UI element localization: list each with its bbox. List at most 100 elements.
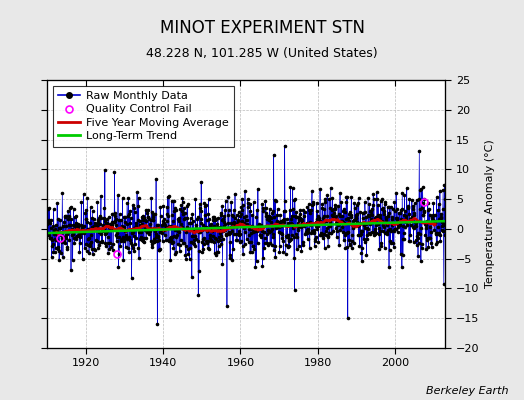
Point <box>434 224 442 231</box>
Point <box>264 213 272 219</box>
Point <box>81 210 90 217</box>
Point <box>64 229 73 235</box>
Point <box>356 209 365 215</box>
Point <box>277 223 285 229</box>
Point <box>413 235 422 242</box>
Point <box>79 191 88 197</box>
Point <box>144 214 152 220</box>
Point <box>156 204 165 210</box>
Point <box>198 239 206 246</box>
Point <box>294 243 303 249</box>
Point <box>47 235 55 241</box>
Point <box>314 212 322 219</box>
Point <box>435 232 444 239</box>
Point <box>214 249 223 256</box>
Point <box>204 196 213 203</box>
Point <box>217 212 225 218</box>
Point <box>328 212 336 218</box>
Point <box>397 207 405 214</box>
Point <box>345 211 353 218</box>
Point <box>114 225 122 232</box>
Point <box>402 185 411 191</box>
Point <box>347 213 355 220</box>
Point <box>113 234 122 240</box>
Point <box>355 243 364 249</box>
Point <box>258 227 266 234</box>
Point <box>331 202 340 208</box>
Point <box>308 202 316 208</box>
Point <box>170 232 179 239</box>
Point <box>308 228 316 234</box>
Point <box>285 238 293 244</box>
Point <box>205 234 214 241</box>
Point <box>167 233 175 240</box>
Point <box>319 215 328 222</box>
Point <box>391 226 400 232</box>
Point <box>301 209 309 215</box>
Point <box>388 222 396 228</box>
Point <box>260 244 268 251</box>
Point <box>165 193 173 199</box>
Point <box>417 258 425 264</box>
Point <box>332 216 341 222</box>
Point <box>344 229 353 236</box>
Point <box>346 212 355 218</box>
Point <box>291 231 300 238</box>
Point <box>387 228 396 234</box>
Point <box>293 234 301 240</box>
Point <box>394 229 402 235</box>
Point <box>298 216 306 223</box>
Point <box>220 223 228 230</box>
Point <box>427 240 435 246</box>
Point <box>395 221 403 228</box>
Point <box>313 208 321 214</box>
Point <box>138 213 147 219</box>
Point <box>347 238 356 244</box>
Point <box>184 246 192 252</box>
Point <box>85 226 94 232</box>
Point <box>266 214 275 221</box>
Point <box>212 216 220 222</box>
Point <box>415 196 423 202</box>
Point <box>185 226 194 233</box>
Point <box>227 228 236 234</box>
Point <box>118 226 126 232</box>
Point <box>189 218 198 224</box>
Point <box>48 236 56 243</box>
Point <box>88 246 96 252</box>
Point <box>184 226 193 232</box>
Point <box>234 217 242 223</box>
Point <box>321 231 330 238</box>
Point <box>208 225 216 232</box>
Point <box>203 240 211 246</box>
Point <box>354 223 362 229</box>
Point <box>72 213 81 220</box>
Point <box>143 210 151 216</box>
Point <box>68 232 76 238</box>
Point <box>227 199 235 206</box>
Point <box>421 221 429 228</box>
Point <box>86 204 95 210</box>
Point <box>205 216 213 223</box>
Point <box>67 215 75 222</box>
Point <box>379 205 387 211</box>
Point <box>299 223 308 230</box>
Point <box>157 228 165 234</box>
Point <box>431 219 439 226</box>
Point <box>386 238 395 244</box>
Point <box>298 220 306 226</box>
Point <box>401 224 409 230</box>
Point <box>168 198 176 204</box>
Point <box>236 231 244 237</box>
Point <box>146 221 154 228</box>
Point <box>286 207 294 214</box>
Point <box>136 235 145 242</box>
Point <box>380 208 388 214</box>
Point <box>342 198 351 205</box>
Point <box>311 236 319 242</box>
Point <box>340 220 348 226</box>
Point <box>422 245 430 252</box>
Point <box>369 218 377 225</box>
Point <box>79 226 88 233</box>
Point <box>351 216 359 223</box>
